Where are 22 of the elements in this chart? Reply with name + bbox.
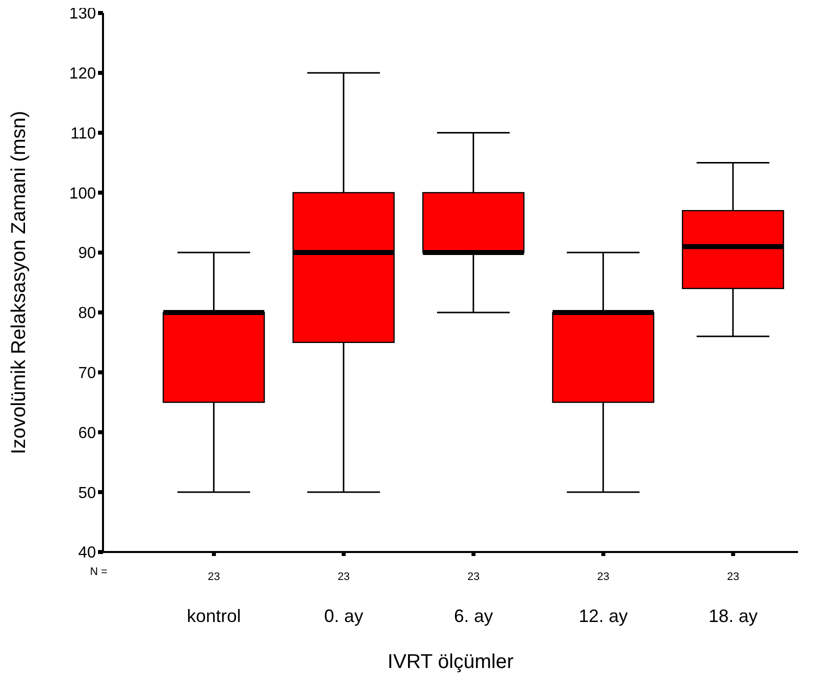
x-tick-label: 6. ay xyxy=(454,606,494,626)
text: 23 xyxy=(208,571,220,583)
x-tick-label: kontrol xyxy=(186,606,241,626)
y-tick-label: 120 xyxy=(69,66,96,83)
y-tick-label: 70 xyxy=(78,365,96,382)
text: 23 xyxy=(467,571,480,583)
y-tick-label: 40 xyxy=(78,544,96,562)
y-axis-title: Izovolümik Relaksasyon Zamani (msn) xyxy=(8,110,30,454)
y-tick-label: 80 xyxy=(78,305,96,322)
x-axis-title: IVRT ölçümler xyxy=(388,651,514,673)
text: N = xyxy=(90,566,108,578)
y-tick-label: 60 xyxy=(78,424,96,442)
y-tick-label: 100 xyxy=(69,185,96,202)
y-tick-label: 90 xyxy=(78,245,96,262)
text: 23 xyxy=(338,571,350,583)
x-tick-label: 0. ay xyxy=(324,606,364,626)
y-tick-label: 110 xyxy=(70,125,96,142)
text: 23 xyxy=(597,571,610,583)
x-tick-label: 18. ay xyxy=(708,606,758,626)
text: 23 xyxy=(726,571,740,583)
y-tick-label: 50 xyxy=(78,484,96,502)
x-tick-label: 12. ay xyxy=(578,606,628,626)
